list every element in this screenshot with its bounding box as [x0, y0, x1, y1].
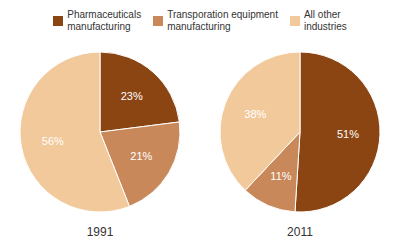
html-text:1991: 1991: [86, 225, 114, 239]
html-text:All other: All other: [304, 9, 341, 20]
html-text:Transporation equipment: Transporation equipment: [167, 9, 278, 20]
html-text:industries: industries: [304, 21, 347, 32]
svg-text:11%: 11%: [270, 170, 291, 182]
svg-text:21%: 21%: [130, 150, 152, 162]
svg-text:38%: 38%: [244, 108, 266, 120]
html-text:2011: 2011: [287, 225, 313, 239]
html-text:Pharmaceuticals: Pharmaceuticals: [67, 9, 142, 20]
svg-text:23%: 23%: [121, 90, 143, 102]
svg-text:56%: 56%: [42, 135, 64, 147]
html-text:manufacturing: manufacturing: [67, 21, 131, 32]
html-text:manufacturing: manufacturing: [167, 21, 231, 32]
svg-text:51%: 51%: [337, 128, 359, 140]
